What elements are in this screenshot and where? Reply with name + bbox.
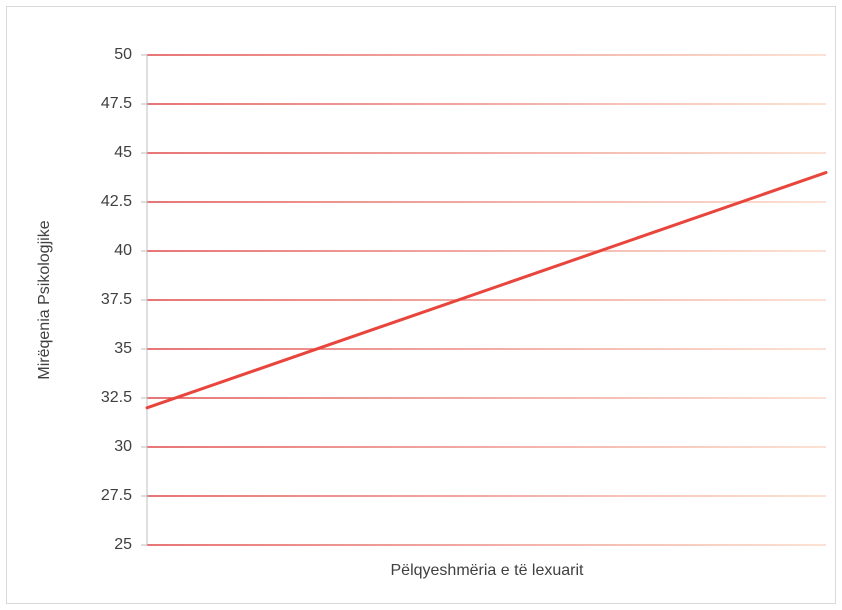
y-tick-label: 25 bbox=[114, 536, 132, 553]
y-tick-label: 27.5 bbox=[101, 487, 132, 504]
x-axis-label: Pëlqyeshmëria e të lexuarit bbox=[391, 562, 585, 579]
y-tick-label: 45 bbox=[114, 144, 132, 161]
y-axis-label: Mirëqenia Psikologjike bbox=[36, 220, 53, 379]
y-tick-label: 40 bbox=[114, 242, 132, 259]
chart-border bbox=[6, 6, 836, 604]
y-tick-label: 37.5 bbox=[101, 291, 132, 308]
y-tick-label: 35 bbox=[114, 340, 132, 357]
y-tick-label: 32.5 bbox=[101, 389, 132, 406]
y-tick-label: 30 bbox=[114, 438, 132, 455]
data-line bbox=[145, 171, 828, 410]
grid bbox=[141, 54, 826, 546]
marks bbox=[145, 171, 828, 410]
y-tick-label: 50 bbox=[114, 46, 132, 63]
y-tick-label: 42.5 bbox=[101, 193, 132, 210]
y-tick-label: 47.5 bbox=[101, 95, 132, 112]
